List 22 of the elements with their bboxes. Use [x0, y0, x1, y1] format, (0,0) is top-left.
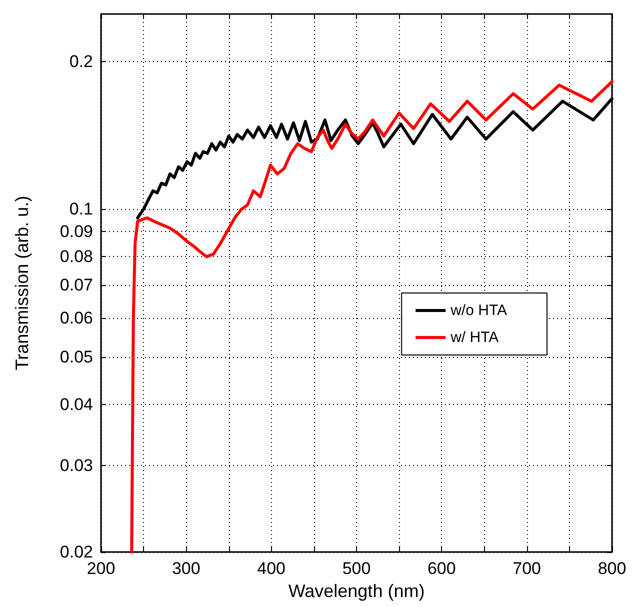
- y-tick-label: 0.05: [60, 347, 93, 366]
- x-tick-label: 600: [427, 559, 456, 578]
- y-tick-label: 0.07: [60, 276, 93, 295]
- legend-label: w/ HTA: [450, 329, 499, 346]
- y-tick-label: 0.03: [60, 456, 93, 476]
- y-tick-label: 0.1: [69, 200, 93, 219]
- x-tick-label: 700: [512, 559, 542, 578]
- legend-label: w/o HTA: [450, 302, 508, 319]
- y-tick-label: 0.2: [69, 52, 93, 72]
- x-tick-label: 400: [257, 559, 286, 578]
- x-axis-title: Wavelength (nm): [288, 581, 425, 601]
- y-tick-label: 0.08: [60, 247, 93, 266]
- x-tick-label: 500: [342, 559, 371, 578]
- line-series: [130, 80, 614, 554]
- y-axis-title: Transmission (arb. u.): [12, 196, 32, 370]
- y-tick-label: 0.04: [60, 394, 93, 414]
- x-tick-label: 300: [172, 559, 200, 578]
- x-tick-label: 800: [598, 559, 626, 578]
- y-tick-label: 0.06: [60, 308, 93, 328]
- x-tick-label: 200: [86, 559, 116, 578]
- y-tick-label: 0.09: [60, 222, 93, 242]
- y-tick-label: 0.02: [60, 542, 93, 562]
